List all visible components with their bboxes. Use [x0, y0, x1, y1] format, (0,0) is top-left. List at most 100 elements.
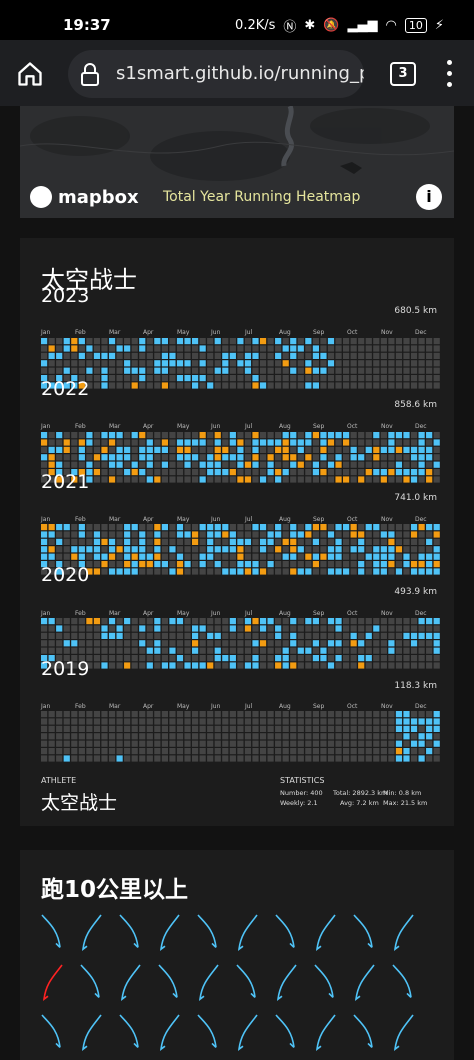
- calendar-cell: [358, 531, 365, 538]
- route-thumbnail[interactable]: [80, 964, 100, 998]
- calendar-cell: [380, 640, 387, 647]
- route-thumbnail[interactable]: [158, 964, 178, 998]
- route-thumbnail[interactable]: [159, 1014, 180, 1051]
- calendar-cell: [275, 524, 282, 531]
- calendar-cell: [275, 345, 282, 352]
- calendar-cell: [63, 446, 70, 453]
- calendar-cell: [259, 662, 267, 669]
- calendar-cell: [154, 524, 161, 531]
- route-thumbnail[interactable]: [81, 914, 102, 951]
- calendar-cell: [184, 476, 191, 483]
- calendar-cell: [282, 461, 289, 468]
- calendar-cell: [229, 625, 236, 632]
- calendar-cell: [71, 755, 78, 762]
- calendar-cell: [63, 546, 70, 553]
- calendar-cell: [297, 446, 304, 453]
- route-thumbnail[interactable]: [237, 1014, 258, 1051]
- route-thumbnail[interactable]: [159, 914, 180, 951]
- month-label: Feb: [75, 610, 86, 617]
- route-thumbnail[interactable]: [315, 914, 336, 951]
- route-thumbnail[interactable]: [392, 964, 412, 998]
- calendar-cell: [259, 632, 267, 639]
- calendar-cell: [373, 618, 380, 625]
- calendar-cell: [418, 446, 425, 453]
- route-thumbnail[interactable]: [197, 1014, 217, 1048]
- route-thumbnail[interactable]: [275, 914, 295, 948]
- calendar-cell: [275, 725, 282, 732]
- calendar-cell: [350, 476, 357, 483]
- calendar-cell: [48, 439, 55, 446]
- route-thumbnail[interactable]: [120, 964, 141, 1001]
- calendar-cell: [124, 725, 131, 732]
- overflow-menu-icon[interactable]: [447, 60, 455, 93]
- url-text[interactable]: s1smart.github.io/running_pag: [116, 63, 364, 84]
- calendar-cell: [237, 338, 244, 345]
- route-thumbnail[interactable]: [42, 964, 63, 1001]
- calendar-cell: [335, 360, 342, 367]
- info-icon[interactable]: i: [416, 184, 442, 210]
- calendar-cell: [426, 568, 433, 575]
- route-thumbnail[interactable]: [237, 914, 258, 951]
- calendar-cell: [139, 382, 146, 389]
- route-thumbnail[interactable]: [119, 914, 139, 948]
- calendar-cell: [78, 524, 85, 531]
- calendar-cell: [259, 568, 267, 575]
- calendar-cell: [395, 733, 403, 740]
- calendar-cell: [320, 367, 327, 374]
- calendar-cell: [139, 469, 146, 476]
- calendar-cell: [161, 360, 168, 367]
- route-thumbnail[interactable]: [354, 964, 375, 1001]
- calendar-cell: [282, 352, 289, 359]
- calendar-cell: [237, 524, 244, 531]
- route-thumbnail[interactable]: [41, 914, 61, 948]
- calendar-cell: [161, 553, 168, 560]
- route-thumbnail[interactable]: [353, 914, 373, 948]
- calendar-cell: [139, 461, 146, 468]
- calendar-cell: [154, 531, 161, 538]
- calendar-cell: [410, 733, 418, 740]
- calendar-cell: [327, 748, 335, 755]
- home-icon[interactable]: [16, 60, 44, 88]
- calendar-cell: [335, 382, 342, 389]
- calendar-cell: [93, 367, 101, 374]
- map-panel[interactable]: mapbox Total Year Running Heatmap i: [20, 106, 454, 218]
- month-label: Jan: [41, 329, 51, 336]
- calendar-cell: [93, 561, 101, 568]
- calendar-cell: [116, 338, 123, 345]
- calendar-cell: [350, 345, 357, 352]
- route-thumbnail[interactable]: [276, 964, 297, 1001]
- calendar-cell: [335, 718, 342, 725]
- route-thumbnail[interactable]: [353, 1014, 373, 1048]
- calendar-cell: [48, 360, 55, 367]
- calendar-cell: [395, 375, 403, 382]
- route-thumbnail[interactable]: [236, 964, 256, 998]
- route-thumbnail[interactable]: [41, 1014, 61, 1048]
- route-thumbnail[interactable]: [198, 964, 219, 1001]
- route-thumbnail[interactable]: [119, 1014, 139, 1048]
- address-bar[interactable]: s1smart.github.io/running_pag: [68, 50, 364, 98]
- calendar-cell: [433, 718, 440, 725]
- route-thumbnail[interactable]: [393, 914, 414, 951]
- route-thumbnail[interactable]: [81, 1014, 102, 1051]
- route-thumbnail[interactable]: [197, 914, 217, 948]
- calendar-cell: [410, 360, 418, 367]
- route-thumbnail[interactable]: [393, 1014, 414, 1051]
- calendar-cell: [108, 568, 116, 575]
- calendar-cell: [199, 568, 206, 575]
- route-thumbnail[interactable]: [275, 1014, 295, 1048]
- route-thumbnail[interactable]: [314, 964, 334, 998]
- calendar-cell: [63, 640, 70, 647]
- calendar-cell: [124, 345, 131, 352]
- calendar-cell: [214, 733, 221, 740]
- calendar-cell: [320, 476, 327, 483]
- calendar-cell: [410, 367, 418, 374]
- calendar-cell: [244, 561, 252, 568]
- mapbox-logo[interactable]: mapbox: [30, 186, 139, 208]
- tab-switcher-button[interactable]: 3: [390, 62, 416, 86]
- calendar-cell: [410, 432, 418, 439]
- calendar-cell: [131, 439, 138, 446]
- calendar-cell: [131, 632, 138, 639]
- calendar-cell: [124, 382, 131, 389]
- calendar-cell: [229, 748, 236, 755]
- route-thumbnail[interactable]: [315, 1014, 336, 1051]
